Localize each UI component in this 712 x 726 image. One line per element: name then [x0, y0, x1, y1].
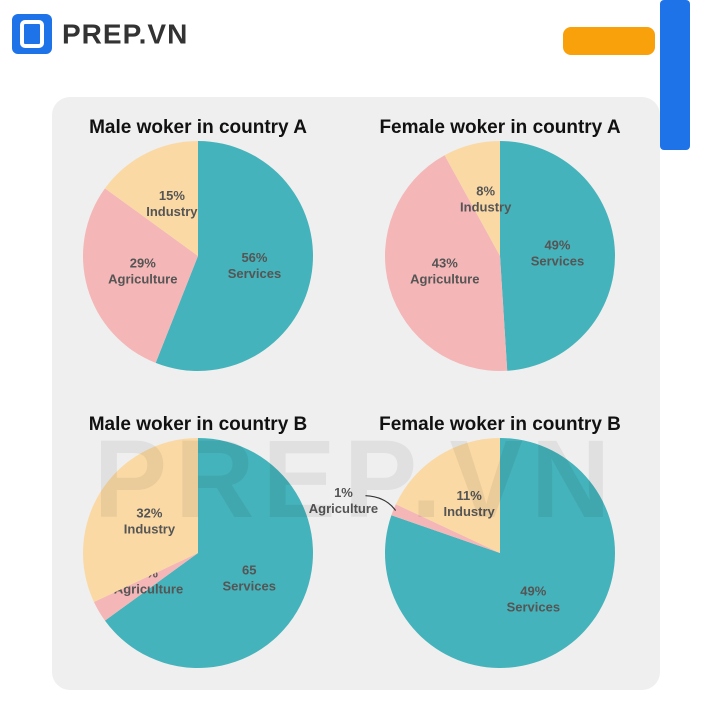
category-label: Services — [507, 599, 561, 614]
pie-slice — [384, 438, 615, 669]
brand: PREP.VN — [62, 18, 188, 49]
category-label: Agriculture — [309, 501, 378, 516]
chart-title: Male woker in country A — [89, 117, 307, 138]
value-label: 43% — [432, 255, 458, 270]
pie-slice — [444, 141, 500, 256]
charts: Male woker in country A56%Services29%Agr… — [82, 117, 621, 669]
pie-slice — [385, 155, 508, 371]
decor-cross — [660, 0, 690, 150]
pie-slice — [395, 438, 500, 553]
value-label: 49% — [520, 583, 546, 598]
value-label: 32% — [136, 506, 162, 521]
pie-slice — [500, 141, 615, 371]
pie-slice — [391, 504, 500, 553]
value-label: 1% — [334, 485, 353, 500]
pie-slice — [82, 437, 198, 602]
pie-slice — [155, 141, 313, 371]
value-label: 15% — [159, 188, 185, 203]
category-label: Industry — [146, 204, 198, 219]
category-label: Agriculture — [114, 582, 183, 597]
category-label: Agriculture — [410, 271, 479, 286]
pie-slice — [104, 141, 198, 256]
category-label: Services — [222, 579, 276, 594]
pie-slice — [104, 438, 314, 669]
category-label: Industry — [460, 200, 512, 215]
category-label: Services — [531, 254, 585, 269]
logo-mark — [20, 20, 44, 48]
chart-title: Female woker in country A — [379, 117, 620, 138]
value-label: 65 — [242, 563, 256, 578]
category-label: Services — [228, 266, 282, 281]
pie-slice — [82, 188, 198, 363]
value-label: 49% — [544, 238, 570, 253]
pie-slice — [93, 553, 198, 621]
value-label: 11% — [456, 488, 482, 503]
watermark: PREP.VN — [94, 418, 619, 541]
value-label: 8% — [476, 184, 495, 199]
value-label: 56% — [241, 250, 267, 265]
leader-line — [365, 495, 397, 511]
category-label: Industry — [443, 504, 495, 519]
value-label: 29% — [130, 255, 156, 270]
chart-title: Female woker in country B — [379, 414, 621, 435]
decor-bar — [563, 27, 655, 55]
category-label: Industry — [124, 522, 176, 537]
chart-title: Male woker in country B — [89, 414, 308, 435]
category-label: Agriculture — [108, 271, 177, 286]
